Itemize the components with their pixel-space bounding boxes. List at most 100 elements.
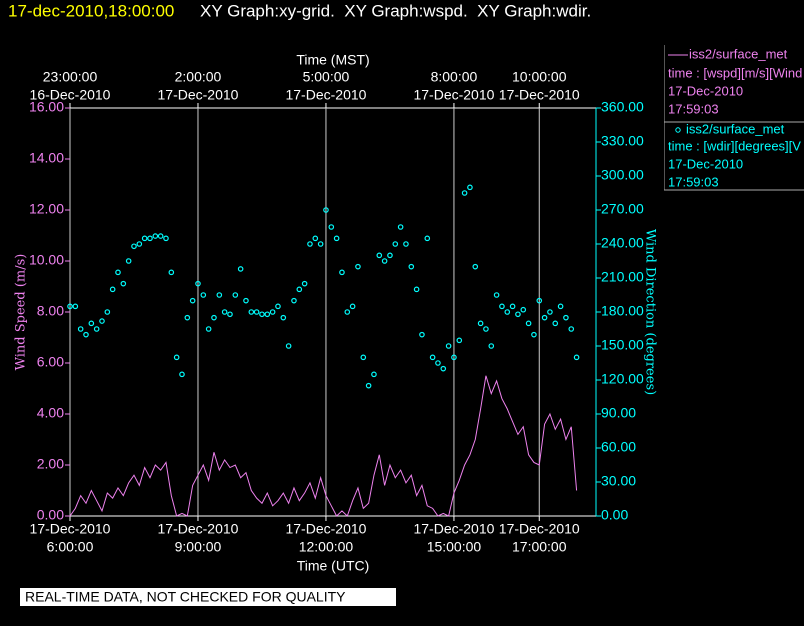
wind-direction-point: [568, 326, 575, 332]
legend-date: 17-Dec-2010: [668, 156, 743, 171]
wind-direction-point: [541, 314, 548, 321]
x2-tick-date: 17-Dec-2010: [285, 87, 366, 103]
wind-direction-point: [237, 266, 244, 272]
y2-tick-label: 90.00: [601, 405, 636, 421]
x-tick-label: 6:00:00: [47, 539, 94, 555]
x-tick-date: 17-Dec-2010: [158, 521, 239, 537]
y-tick-label: 12.00: [29, 201, 64, 217]
wind-direction-point: [301, 280, 308, 287]
wind-direction-point: [371, 371, 377, 378]
wind-direction-point: [77, 326, 84, 332]
wind-direction-point: [275, 303, 281, 310]
footer-note: REAL-TIME DATA, NOT CHECKED FOR QUALITY: [25, 589, 346, 605]
wind-direction-point: [435, 360, 441, 366]
x2-tick-label: 23:00:00: [43, 69, 98, 85]
y2-tick-label: 240.00: [601, 235, 644, 251]
wind-direction-point: [136, 241, 143, 247]
wind-direction-point: [168, 269, 175, 276]
x2-tick-date: 16-Dec-2010: [30, 87, 111, 103]
wind-direction-point: [339, 269, 345, 276]
wind-direction-point: [83, 331, 89, 338]
wind-direction-point: [552, 320, 559, 327]
wind-direction-point: [211, 314, 217, 321]
wind-direction-point: [173, 354, 180, 361]
legend-time: 17:59:03: [668, 101, 719, 116]
wind-direction-point: [227, 311, 233, 318]
y-tick-label: 10.00: [29, 252, 64, 268]
wind-direction-point: [317, 241, 324, 247]
wind-direction-point: [280, 314, 287, 321]
wind-direction-point: [429, 354, 436, 361]
wind-direction-point: [392, 241, 399, 247]
wind-direction-point: [104, 309, 111, 315]
wind-direction-point: [179, 371, 185, 378]
wind-direction-point: [557, 303, 564, 310]
x-tick-date: 17-Dec-2010: [30, 521, 111, 537]
legend-detail: time : [wspd][m/s][Wind: [668, 65, 802, 80]
wind-direction-point: [563, 314, 569, 321]
wind-direction-point: [445, 343, 452, 349]
legend-name: iss2/surface_met: [689, 46, 788, 61]
legend-time: 17:59:03: [668, 174, 719, 189]
wind-direction-point: [573, 354, 580, 361]
y-tick-label: 6.00: [37, 354, 64, 370]
wind-direction-point: [515, 311, 521, 318]
y2-tick-label: 30.00: [601, 473, 636, 489]
wind-direction-point: [349, 303, 356, 310]
x-tick-date: 17-Dec-2010: [413, 521, 494, 537]
wind-direction-point: [403, 241, 409, 247]
x-tick-label: 12:00:00: [299, 539, 354, 555]
x-tick-date: 17-Dec-2010: [499, 521, 580, 537]
wind-direction-point: [243, 297, 249, 304]
wind-direction-point: [291, 297, 297, 304]
y-tick-label: 2.00: [37, 456, 64, 472]
wind-direction-point: [360, 354, 367, 361]
wind-direction-point: [200, 292, 207, 298]
wind-speed-line: [69, 375, 578, 517]
y2-tick-label: 330.00: [601, 133, 644, 149]
wind-direction-point: [232, 292, 239, 298]
wind-direction-point: [376, 252, 383, 259]
wind-direction-point: [467, 184, 473, 191]
wind-direction-point: [328, 224, 335, 230]
wind-direction-point: [483, 326, 489, 332]
wind-direction-point: [509, 303, 516, 310]
legend-detail: time : [wdir][degrees][V: [668, 138, 801, 153]
wind-direction-point: [109, 286, 116, 293]
wind-direction-point: [424, 235, 431, 242]
wind-direction-point: [456, 337, 463, 344]
x-tick-label: 9:00:00: [175, 539, 222, 555]
wind-direction-point: [125, 258, 132, 264]
wind-direction-point: [248, 309, 255, 315]
x-axis-label: Time (UTC): [297, 558, 370, 574]
wind-direction-point: [147, 235, 153, 242]
wind-direction-point: [493, 292, 500, 298]
legend-name: iss2/surface_met: [686, 121, 785, 136]
y2-axis-label: Wind Direction (degrees): [643, 229, 658, 395]
wind-direction-point: [120, 280, 127, 287]
wind-direction-point: [381, 258, 388, 264]
wind-direction-point: [413, 286, 420, 293]
x2-tick-date: 17-Dec-2010: [499, 87, 580, 103]
x2-tick-label: 10:00:00: [512, 69, 567, 85]
wind-direction-point: [365, 382, 372, 389]
y-tick-label: 14.00: [29, 150, 64, 166]
wind-direction-point: [152, 233, 159, 239]
x-tick-label: 15:00:00: [427, 539, 482, 555]
wind-direction-point: [264, 311, 271, 318]
legend-date: 17-Dec-2010: [668, 83, 743, 98]
wind-direction-point: [451, 354, 457, 361]
y-axis-label: Wind Speed (m/s): [14, 254, 29, 371]
wind-direction-point: [269, 309, 276, 315]
y2-tick-label: 60.00: [601, 439, 636, 455]
wind-direction-point: [440, 365, 447, 372]
wind-direction-point: [531, 331, 537, 338]
wind-direction-point: [221, 309, 228, 315]
wind-direction-point: [499, 303, 505, 310]
y2-tick-label: 300.00: [601, 167, 644, 183]
x2-tick-date: 17-Dec-2010: [158, 87, 239, 103]
x2-tick-date: 17-Dec-2010: [413, 87, 494, 103]
y2-tick-label: 270.00: [601, 201, 644, 217]
wind-direction-point: [408, 263, 415, 270]
